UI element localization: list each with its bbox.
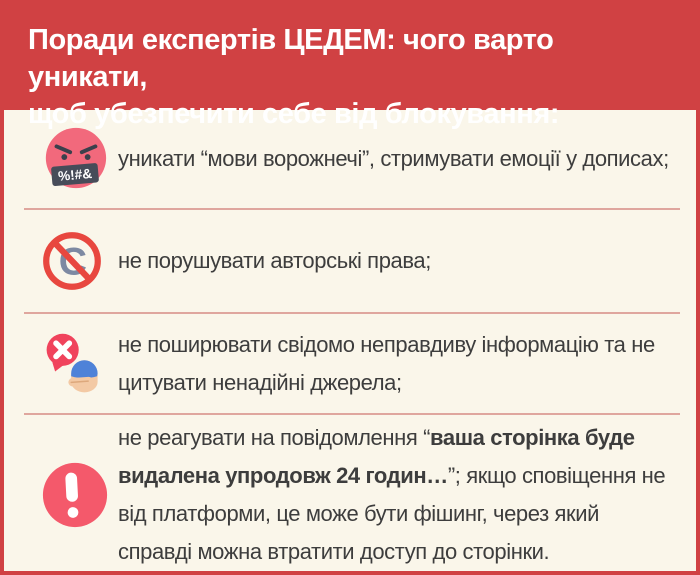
- advice-text-phishing: не реагувати на повідомлення “ваша сторі…: [118, 424, 666, 564]
- no-copyright-icon: C: [43, 232, 101, 290]
- row-icon-cell: [4, 330, 118, 398]
- header-title-line-2: щоб убезпечити себе від блокування:: [28, 98, 560, 130]
- header-title-line-1: Поради експертів ЦЕДЕМ: чого варто уника…: [28, 24, 554, 93]
- cursing-face-icon: %!#&: [45, 127, 107, 189]
- censored-swearing-label: %!#&: [57, 166, 92, 184]
- row-icon-cell: C: [4, 229, 118, 293]
- advice-row-hate-speech: %!#& уникати “мови ворожнечі”, стримуват…: [4, 110, 696, 208]
- row-divider: [24, 413, 680, 415]
- warning-icon: [42, 462, 108, 527]
- row-icon-cell: [4, 460, 118, 530]
- row-divider: [24, 208, 680, 210]
- header-banner: Поради експертів ЦЕДЕМ: чого варто уника…: [4, 0, 696, 130]
- advice-text-hate-speech: уникати “мови ворожнечі”, стримувати емо…: [118, 146, 669, 171]
- advice-row-copyright: C не порушувати авторські права;: [4, 210, 696, 312]
- fake-news-icon: [46, 333, 98, 392]
- advice-row-phishing: не реагувати на повідомлення “ваша сторі…: [4, 415, 696, 571]
- advice-row-fake-news: не поширювати свідомо неправдиву інформа…: [4, 314, 696, 413]
- advice-text-copyright: не порушувати авторські права;: [118, 248, 431, 273]
- advice-text-fake-news: не поширювати свідомо неправдиву інформа…: [118, 331, 655, 395]
- row-icon-cell: %!#&: [4, 124, 118, 194]
- row-divider: [24, 312, 680, 314]
- advice-list: %!#& уникати “мови ворожнечі”, стримуват…: [4, 110, 696, 571]
